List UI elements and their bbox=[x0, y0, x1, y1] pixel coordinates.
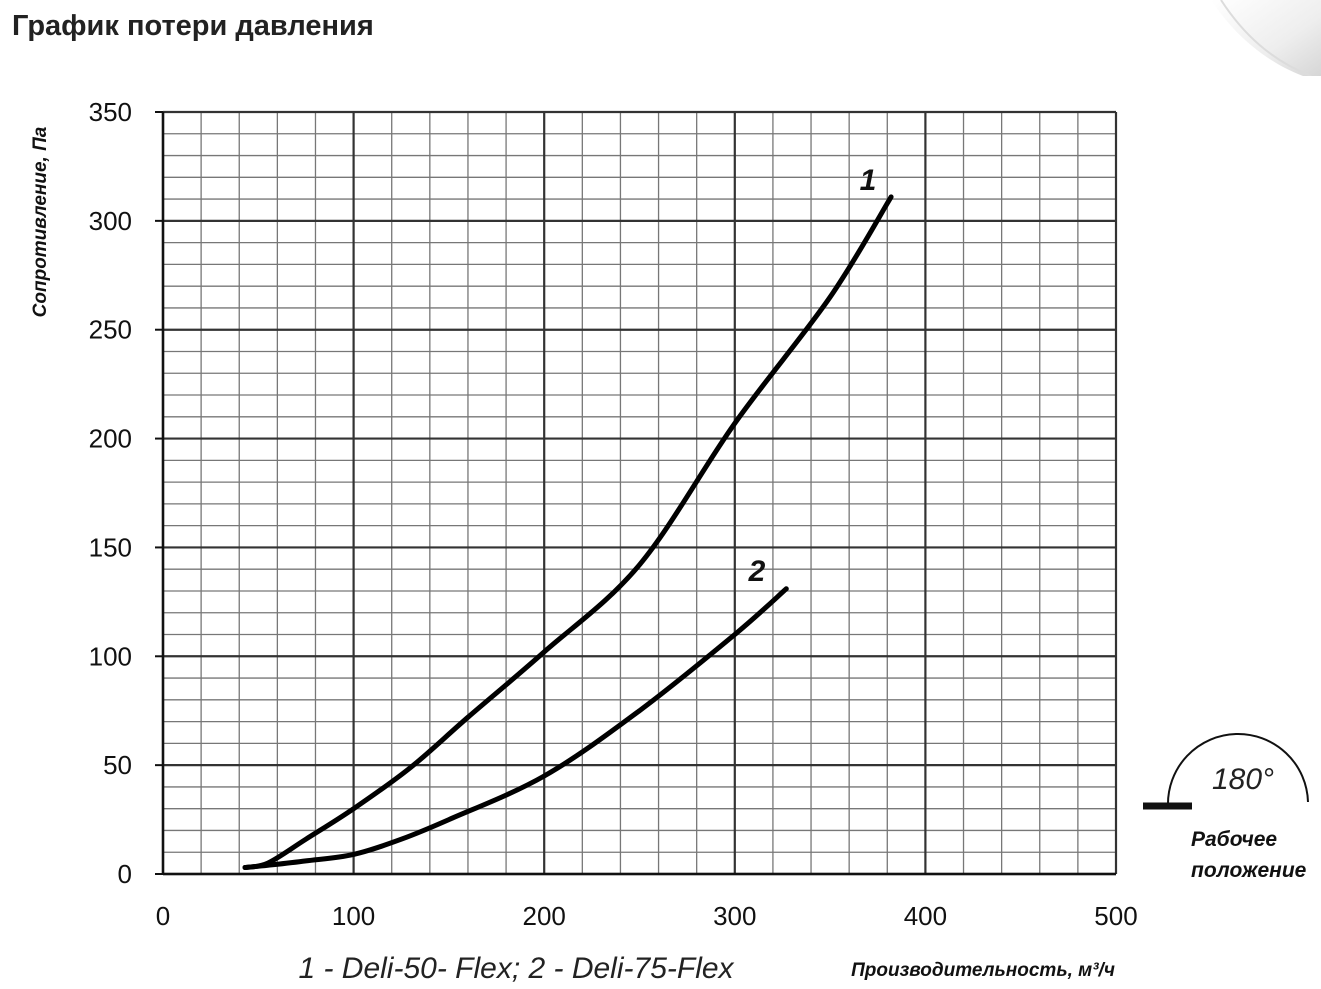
y-tick-label: 350 bbox=[89, 97, 132, 127]
y-tick-label: 0 bbox=[118, 859, 132, 889]
y-tick-label: 50 bbox=[103, 750, 132, 780]
x-axis-label: Производительность, м³/ч bbox=[851, 960, 1115, 981]
x-axis-ticks: 0 100 200 300 400 500 bbox=[156, 901, 1138, 931]
working-position-label-1: Рабочее bbox=[1191, 828, 1277, 851]
curves bbox=[242, 194, 894, 870]
working-position-icon bbox=[1143, 733, 1309, 810]
y-axis-ticks: 0 50 100 150 200 250 300 350 bbox=[89, 97, 132, 889]
y-tick-label: 250 bbox=[89, 315, 132, 345]
series-2-label: 2 bbox=[748, 555, 766, 588]
angle-label: 180° bbox=[1212, 763, 1274, 796]
major-grid bbox=[155, 110, 1118, 876]
series-1-label: 1 bbox=[860, 164, 877, 197]
page-title: График потери давления bbox=[12, 10, 374, 42]
legend-text: 1 - Deli-50- Flex; 2 - Deli-75-Flex bbox=[298, 952, 734, 985]
x-tick-label: 200 bbox=[523, 901, 566, 931]
series-2-line bbox=[242, 586, 789, 870]
series-1-line bbox=[242, 194, 894, 870]
y-axis-label: Сопротивление, Па bbox=[30, 126, 51, 317]
y-tick-label: 150 bbox=[89, 532, 132, 562]
x-tick-label: 500 bbox=[1094, 901, 1137, 931]
y-tick-label: 100 bbox=[89, 641, 132, 671]
y-tick-label: 200 bbox=[89, 424, 132, 454]
x-tick-label: 300 bbox=[713, 901, 756, 931]
y-tick-label: 300 bbox=[89, 206, 132, 236]
corner-decoration bbox=[1211, 0, 1321, 76]
x-tick-label: 0 bbox=[156, 901, 170, 931]
x-tick-label: 100 bbox=[332, 901, 375, 931]
working-position-label-2: положение bbox=[1191, 859, 1307, 882]
minor-grid bbox=[163, 112, 1116, 874]
x-tick-label: 400 bbox=[904, 901, 947, 931]
